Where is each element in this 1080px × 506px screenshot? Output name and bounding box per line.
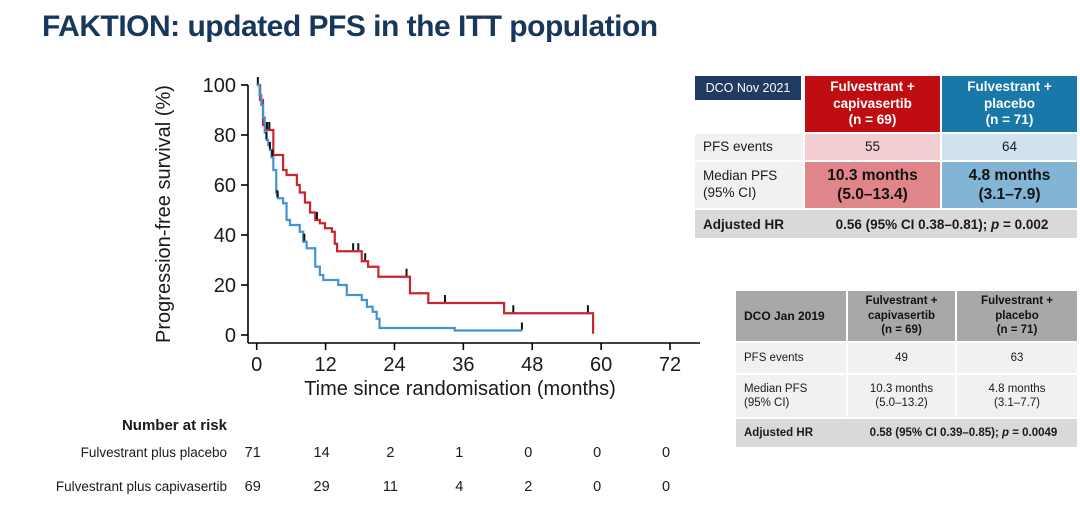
adjusted-hr-row: Adjusted HR 0.56 (95% CI 0.38–0.81); p =… (695, 210, 1077, 238)
at-risk-value: 0 (662, 445, 670, 461)
pfs-events-row-label: PFS events (695, 134, 803, 160)
at-risk-value: 2 (386, 445, 394, 461)
at-risk-row-label: Fulvestrant plus capivasertib (56, 479, 227, 494)
km-curve-placebo (256, 83, 523, 332)
at-risk-value: 0 (593, 445, 601, 461)
dco-nov-2021-corner-cell: DCO Nov 2021 (695, 76, 803, 132)
p-value-text: = 0.002 (999, 216, 1049, 232)
at-risk-value: 4 (455, 479, 463, 495)
adjusted-hr-label-2019: Adjusted HR (744, 427, 813, 439)
dco-nov-2021-badge: DCO Nov 2021 (695, 76, 801, 100)
hr-value-text-2019: 0.58 (95% CI 0.39–0.85); (869, 427, 1003, 439)
x-axis-title: Time since randomisation (months) (304, 378, 616, 400)
y-tick-label: 60 (214, 175, 236, 197)
x-tick-label: 0 (251, 354, 262, 376)
at-risk-value: 0 (593, 479, 601, 495)
adjusted-hr-value-2019: 0.58 (95% CI 0.39–0.85); p = 0.0049 (850, 427, 1077, 439)
km-curve-capivasertib (256, 83, 595, 334)
pfs-events-capivasertib-value-2019: 49 (848, 343, 955, 373)
x-tick-label: 12 (314, 354, 336, 376)
at-risk-title: Number at risk (122, 417, 228, 434)
at-risk-value: 0 (524, 445, 532, 461)
p-symbol-2019: p (1002, 427, 1010, 439)
median-pfs-row-label: Median PFS (95% CI) (695, 162, 803, 208)
x-tick-label: 60 (590, 354, 612, 376)
median-pfs-capivasertib-value-2019: 10.3 months (5.0–13.2) (848, 375, 955, 417)
at-risk-value: 71 (245, 445, 261, 461)
dco-jan-2019-header: DCO Jan 2019 (736, 291, 846, 341)
x-tick-label: 48 (521, 354, 543, 376)
at-risk-value: 14 (314, 445, 330, 461)
median-pfs-row-label-2019: Median PFS (95% CI) (736, 375, 846, 417)
at-risk-value: 29 (314, 479, 330, 495)
median-pfs-placebo-value-2019: 4.8 months (3.1–7.7) (957, 375, 1077, 417)
x-tick-label: 72 (659, 354, 681, 376)
y-tick-label: 100 (203, 75, 236, 97)
y-axis-title: Progression-free survival (%) (153, 85, 175, 343)
y-tick-label: 40 (214, 225, 236, 247)
pfs-events-capivasertib-value: 55 (805, 134, 940, 160)
median-pfs-placebo-value: 4.8 months (3.1–7.9) (942, 162, 1077, 208)
placebo-column-header-2019: Fulvestrant + placebo (n = 71) (957, 291, 1077, 341)
y-tick-label: 0 (225, 325, 236, 347)
median-pfs-capivasertib-value: 10.3 months (5.0–13.4) (805, 162, 940, 208)
dco-jan-2019-table: DCO Jan 2019 Fulvestrant + capivasertib … (736, 291, 1079, 447)
pfs-events-row-label-2019: PFS events (736, 343, 846, 373)
adjusted-hr-value: 0.56 (95% CI 0.38–0.81); p = 0.002 (807, 217, 1077, 232)
x-tick-label: 24 (383, 354, 405, 376)
adjusted-hr-row-2019: Adjusted HR 0.58 (95% CI 0.39–0.85); p =… (736, 419, 1077, 447)
adjusted-hr-label: Adjusted HR (703, 216, 784, 232)
at-risk-value: 2 (524, 479, 532, 495)
p-value-text-2019: = 0.0049 (1009, 427, 1058, 439)
pfs-events-placebo-value-2019: 63 (957, 343, 1077, 373)
capivasertib-column-header: Fulvestrant + capivasertib (n = 69) (805, 76, 940, 132)
at-risk-value: 0 (662, 479, 670, 495)
y-tick-label: 20 (214, 275, 236, 297)
placebo-column-header: Fulvestrant + placebo (n = 71) (942, 76, 1077, 132)
pfs-events-placebo-value: 64 (942, 134, 1077, 160)
at-risk-value: 11 (383, 479, 398, 495)
at-risk-value: 69 (245, 479, 261, 495)
dco-nov-2021-table: DCO Nov 2021 Fulvestrant + capivasertib … (695, 76, 1079, 238)
x-tick-label: 36 (452, 354, 474, 376)
p-symbol: p (990, 216, 1000, 232)
slide-title: FAKTION: updated PFS in the ITT populati… (42, 10, 658, 43)
y-tick-label: 80 (214, 125, 236, 147)
at-risk-row-label: Fulvestrant plus placebo (81, 445, 227, 460)
at-risk-value: 1 (455, 445, 463, 461)
hr-value-text: 0.56 (95% CI 0.38–0.81); (835, 216, 991, 232)
capivasertib-column-header-2019: Fulvestrant + capivasertib (n = 69) (848, 291, 955, 341)
